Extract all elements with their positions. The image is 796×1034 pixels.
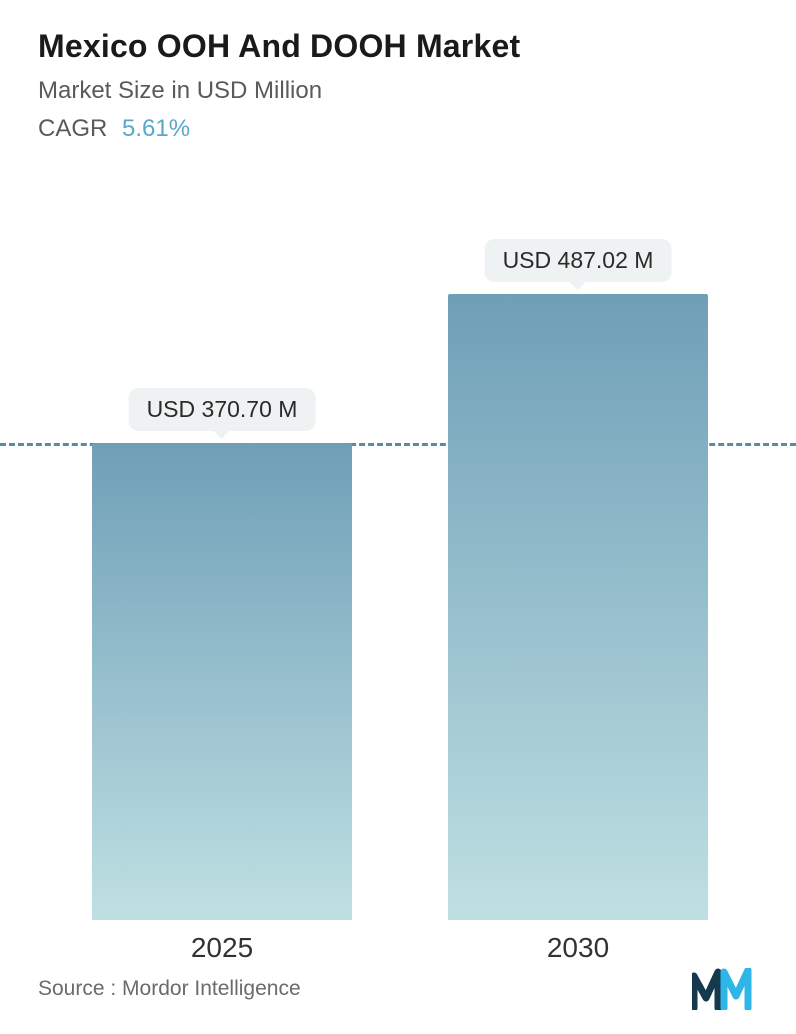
value-badge-2025: USD 370.70 M — [129, 388, 316, 431]
x-axis-label-2025: 2025 — [191, 932, 253, 964]
value-badge-2030: USD 487.02 M — [485, 239, 672, 282]
chart-footer: Source : Mordor Intelligence — [38, 968, 758, 1010]
chart-title: Mexico OOH And DOOH Market — [38, 28, 758, 65]
source-text: Source : Mordor Intelligence — [38, 977, 301, 1001]
bar-2030 — [448, 294, 708, 920]
chart-area: USD 370.70 M2025USD 487.02 M2030 — [0, 200, 796, 920]
cagr-label: CAGR — [38, 115, 107, 142]
chart-header: Mexico OOH And DOOH Market Market Size i… — [0, 0, 796, 143]
cagr-row: CAGR 5.61% — [38, 115, 758, 143]
x-axis-label-2030: 2030 — [547, 932, 609, 964]
chart-subtitle: Market Size in USD Million — [38, 77, 758, 105]
bar-2025 — [92, 443, 352, 920]
brand-logo-icon — [692, 968, 758, 1010]
cagr-value: 5.61% — [122, 115, 190, 142]
